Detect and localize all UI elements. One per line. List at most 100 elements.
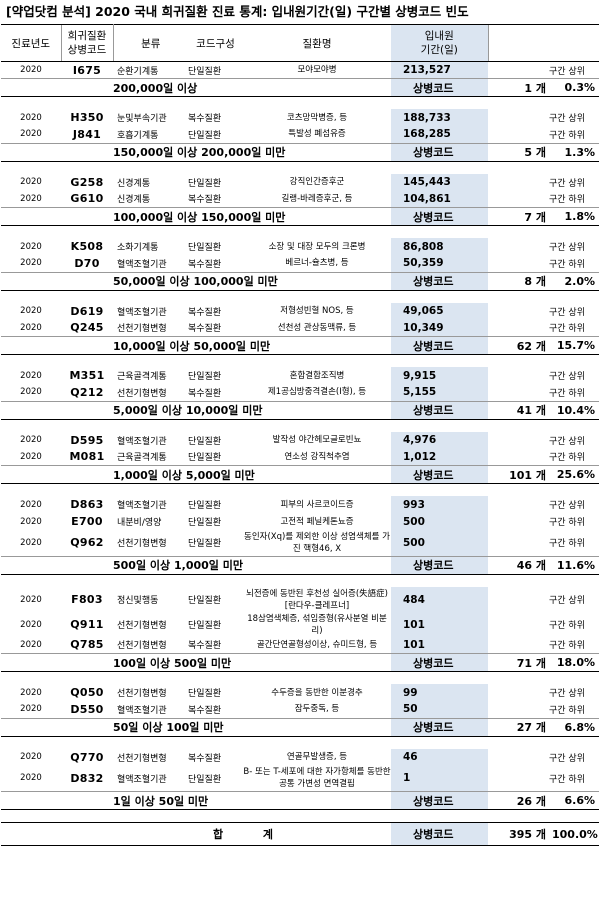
table-row: 2020 Q962 선천기형변형 단일질환 동인자(Xq)를 제외한 이상 성염색체를 … [1, 530, 599, 556]
table-row: 2020 M081 근육골격계통 단일질환 연소성 강직척추염 1,012 구간 하위 [1, 448, 599, 466]
year-cell: 2020 [20, 370, 42, 381]
rank-position: 구간 하위 [549, 453, 585, 464]
days-value: 50,359 [391, 255, 488, 272]
category-cell: 선천기형변형 [117, 753, 167, 764]
code-count: 46 개 [488, 555, 552, 575]
year-cell: 2020 [20, 112, 42, 123]
composition-cell: 단일질환 [188, 774, 222, 785]
table-row: 2020 D832 혈액조혈기관 단일질환 B- 또는 T-세포에 대한 자가항체를 동… [1, 765, 599, 792]
disease-code: Q245 [70, 321, 104, 335]
disease-name: 소장 및 대장 모두의 크론병 [268, 241, 366, 252]
days-value: 99 [391, 684, 488, 701]
table-row: 2020 D70 혈액조혈기관 복수질환 베르너-슐츠병, 등 50,359 구간 하위 [1, 255, 599, 272]
days-value: 10,349 [391, 319, 488, 337]
rank-position: 구간 상위 [549, 66, 585, 77]
days-value: 213,527 [391, 61, 488, 79]
category-cell: 선천기형변형 [117, 539, 167, 550]
disease-name: 잠두중독, 등 [294, 704, 340, 715]
year-cell: 2020 [20, 435, 42, 445]
rank-position: 구간 하위 [549, 774, 585, 785]
days-value: 1 [391, 765, 488, 792]
days-value: 4,976 [391, 431, 488, 449]
summary-blank [1, 78, 113, 97]
year-cell: 2020 [20, 129, 42, 140]
group-spacer [1, 672, 599, 685]
days-value: 104,861 [391, 190, 488, 208]
range-summary-row: 50,000일 이상 100,000일 미만 상병코드 8 개 2.0% [1, 271, 599, 291]
range-summary-row: 200,000일 이상 상병코드 1 개 0.3% [1, 78, 599, 97]
table-row: 2020 Q050 선천기형변형 단일질환 수두증을 동반한 이분경추 99 구간 상위 [1, 684, 599, 701]
table-row: 2020 Q911 선천기형변형 단일질환 18삼염색체증, 섞임증형(유사분열 비분리… [1, 612, 599, 637]
days-value: 1,012 [391, 448, 488, 466]
table-row: 2020 F803 정신및행동 단일질환 뇌전증에 동반된 후천성 실어증(失語症)[란… [1, 586, 599, 613]
rank-position: 구간 상위 [549, 114, 585, 124]
table-row: 2020 J841 호흡기계통 단일질환 특발성 폐섬유증 168,285 구간 하위 [1, 126, 599, 143]
table-row: 2020 E700 내분비/영양 단일질환 고전적 페닐케톤뇨증 500 구간 하위 [1, 513, 599, 530]
days-value: 101 [391, 612, 488, 637]
header-composition: 코드구성 [188, 24, 243, 62]
range-summary-row: 100,000일 이상 150,000일 미만 상병코드 7 개 1.8% [1, 207, 599, 226]
table-row: 2020 D595 혈액조혈기관 단일질환 발작성 야간헤모글로빈뇨 4,976 구간 상위 [1, 431, 599, 449]
days-value: 500 [391, 513, 488, 530]
table-row: 2020 D550 혈액조혈기관 복수질환 잠두중독, 등 50 구간 하위 [1, 701, 599, 718]
header-disease: 질환명 [243, 24, 391, 62]
code-share: 11.6% [552, 555, 599, 575]
page-title: [약업닷컴 분석] 2020 국내 희귀질환 진료 통계: 입내원기간(일) 구… [6, 4, 469, 19]
range-summary-row: 5,000일 이상 10,000일 미만 상병코드 41 개 10.4% [1, 400, 599, 420]
disease-name: 길랭-바레증후군, 등 [281, 193, 353, 204]
composition-cell: 단일질환 [188, 436, 222, 447]
disease-code: G258 [70, 175, 104, 189]
composition-cell: 단일질환 [188, 539, 222, 550]
days-value: 86,808 [391, 238, 488, 255]
disease-name: 모야모야병 [297, 65, 337, 75]
range-summary-row: 500일 이상 1,000일 미만 상병코드 46 개 11.6% [1, 555, 599, 575]
category-cell: 눈및부속기관 [117, 114, 167, 124]
range-summary-row: 10,000일 이상 50,000일 미만 상병코드 62 개 15.7% [1, 336, 599, 355]
rank-position: 구간 하위 [549, 195, 585, 206]
header-category: 분류 [113, 24, 188, 62]
year-cell: 2020 [20, 241, 42, 252]
group-spacer [1, 226, 599, 239]
header-code-line2: 상병코드 [67, 44, 107, 56]
category-cell: 혈액조혈기관 [117, 774, 167, 785]
rank-position: 구간 하위 [549, 259, 585, 270]
range-summary-row: 100일 이상 500일 미만 상병코드 71 개 18.0% [1, 653, 599, 672]
table-row: 2020 Q212 선천기형변형 복수질환 제1공심방중격결손(I형), 등 5,155 구… [1, 384, 599, 401]
year-cell: 2020 [20, 619, 42, 630]
category-cell: 정신및행동 [117, 596, 159, 606]
summary-blank [1, 653, 113, 672]
table-row: 2020 Q770 선천기형변형 복수질환 연골무발생증, 등 46 구간 상위 [1, 748, 599, 766]
composition-cell: 단일질환 [188, 178, 222, 189]
disease-code: Q911 [70, 618, 104, 631]
total-count: 395 개 [488, 822, 552, 846]
range-label: 100,000일 이상 150,000일 미만 [113, 207, 391, 226]
year-cell: 2020 [20, 704, 42, 715]
spacer-cell [1, 226, 599, 239]
category-cell: 근육골격계통 [117, 453, 167, 464]
category-cell: 혈액조혈기관 [117, 307, 167, 318]
category-cell: 선천기형변형 [117, 388, 167, 399]
code-count-label: 상병코드 [391, 791, 488, 810]
composition-cell: 단일질환 [188, 621, 222, 631]
summary-blank [1, 555, 113, 575]
composition-cell: 복수질환 [188, 195, 222, 206]
year-cell: 2020 [20, 65, 42, 75]
rank-position: 구간 하위 [549, 621, 585, 631]
category-cell: 선천기형변형 [117, 641, 167, 652]
code-count-label: 상병코드 [391, 653, 488, 672]
disease-name: 혼합결합조직병 [289, 370, 345, 381]
year-cell: 2020 [20, 537, 42, 548]
rank-position: 구간 하위 [549, 539, 585, 550]
code-count: 1 개 [488, 78, 552, 97]
total-code-label: 상병코드 [391, 822, 488, 846]
table-row: 2020 D863 혈액조혈기관 단일질환 피부의 사르코이드증 993 구간 상위 [1, 496, 599, 513]
code-count: 71 개 [488, 653, 552, 672]
code-share: 1.8% [552, 207, 599, 226]
group-spacer [1, 419, 599, 432]
disease-code: Q962 [70, 536, 104, 550]
disease-code: D550 [70, 702, 104, 716]
group-spacer [1, 736, 599, 749]
header-year: 진료년도 [1, 24, 61, 62]
disease-name: 동인자(Xq)를 제외한 이상 성염색체를 가진 핵형46, X [244, 531, 390, 554]
range-label: 500일 이상 1,000일 미만 [113, 555, 391, 575]
